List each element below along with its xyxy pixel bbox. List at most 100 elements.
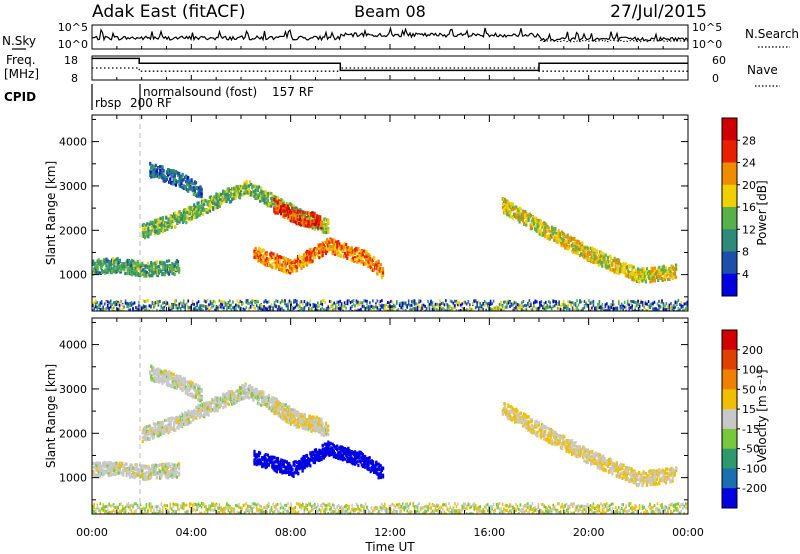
echo-cell [157, 426, 160, 431]
echo-cell [293, 266, 296, 270]
echo-cell [299, 259, 302, 264]
echo-cell [656, 302, 659, 306]
echo-cell [212, 299, 215, 303]
echo-cell [606, 309, 608, 311]
echo-cell [427, 300, 429, 303]
echo-cell [211, 301, 213, 305]
echo-cell [141, 223, 144, 227]
echo-cell [227, 303, 230, 307]
echo-cell [216, 399, 219, 403]
echo-cell [312, 302, 315, 306]
echo-cell [92, 304, 94, 308]
echo-cell [239, 306, 242, 310]
echo-cell [360, 307, 362, 311]
echo-cell [163, 301, 166, 305]
echo-cell [360, 301, 362, 305]
echo-cell [168, 272, 171, 276]
echo-cell [131, 266, 134, 270]
echo-cell [150, 171, 153, 175]
echo-cell [443, 309, 446, 311]
echo-cell [539, 305, 541, 309]
echo-cell [369, 265, 372, 270]
echo-cell [146, 425, 149, 429]
echo-cell [179, 184, 182, 188]
echo-cell [211, 305, 213, 309]
echo-cell [216, 402, 219, 406]
echo-cell [146, 231, 149, 235]
echo-cell [407, 299, 410, 303]
echo-cell [561, 309, 563, 311]
echo-cell [208, 402, 211, 406]
echo-cell [265, 197, 268, 201]
echo-cell [495, 305, 498, 309]
echo-cell [226, 191, 229, 195]
echo-cell [150, 305, 152, 309]
echo-cell [299, 210, 302, 214]
echo-cell [98, 303, 100, 307]
echo-cell [491, 302, 493, 306]
nsky-tick-bottom: 10^0 [58, 38, 88, 51]
echo-cell [303, 214, 306, 218]
echo-cell [208, 202, 211, 207]
echo-cell [174, 428, 177, 432]
echo-cell [151, 436, 154, 440]
echo-cell [273, 302, 276, 306]
echo-cell [317, 305, 319, 309]
echo-cell [229, 299, 231, 303]
echo-cell [300, 209, 303, 213]
echo-cell [259, 390, 262, 394]
echo-cell [565, 242, 568, 246]
echo-cell [609, 306, 611, 310]
echo-cell [189, 187, 192, 191]
echo-cell [622, 270, 625, 274]
echo-cell [134, 266, 137, 270]
echo-cell [501, 305, 504, 309]
echo-cell [305, 257, 309, 261]
echo-cell [248, 384, 252, 388]
echo-cell [145, 427, 148, 431]
echo-cell [162, 306, 164, 310]
echo-cell [132, 272, 135, 276]
echo-cell [640, 309, 642, 311]
echo-cell [445, 303, 447, 306]
echo-cell [485, 308, 487, 311]
echo-cell [239, 308, 242, 311]
echo-cell [590, 256, 593, 260]
echo-cell [227, 197, 230, 201]
echo-cell [159, 172, 162, 176]
echo-cell [558, 231, 561, 235]
echo-cell [144, 308, 146, 311]
echo-cell [311, 259, 314, 263]
echo-cell [276, 307, 279, 311]
echo-cell [401, 304, 404, 308]
echo-cell [486, 302, 489, 306]
echo-cell [147, 308, 149, 311]
echo-cell [554, 227, 557, 231]
echo-cell [428, 307, 431, 311]
echo-cell [156, 427, 159, 431]
echo-cell [548, 237, 551, 241]
echo-cell [212, 207, 215, 211]
echo-cell [145, 308, 148, 311]
echo-cell [467, 308, 470, 311]
echo-cell [269, 306, 271, 310]
echo-cell [381, 271, 385, 275]
echo-cell [171, 182, 174, 186]
echo-cell [322, 230, 325, 234]
echo-cell [312, 252, 315, 256]
echo-cell [244, 308, 246, 311]
echo-cell [460, 303, 462, 307]
echo-cell [242, 307, 245, 311]
echo-cell [324, 226, 328, 231]
echo-cell [208, 308, 210, 311]
echo-cell [160, 227, 163, 231]
echo-cell [121, 267, 124, 271]
echo-cell [274, 199, 277, 203]
echo-cell [223, 190, 226, 194]
echo-cell [255, 304, 258, 308]
echo-cell [244, 388, 247, 392]
echo-cell [630, 264, 633, 268]
echo-cell [580, 309, 583, 311]
echo-cell [556, 306, 559, 310]
echo-cell [173, 177, 176, 181]
